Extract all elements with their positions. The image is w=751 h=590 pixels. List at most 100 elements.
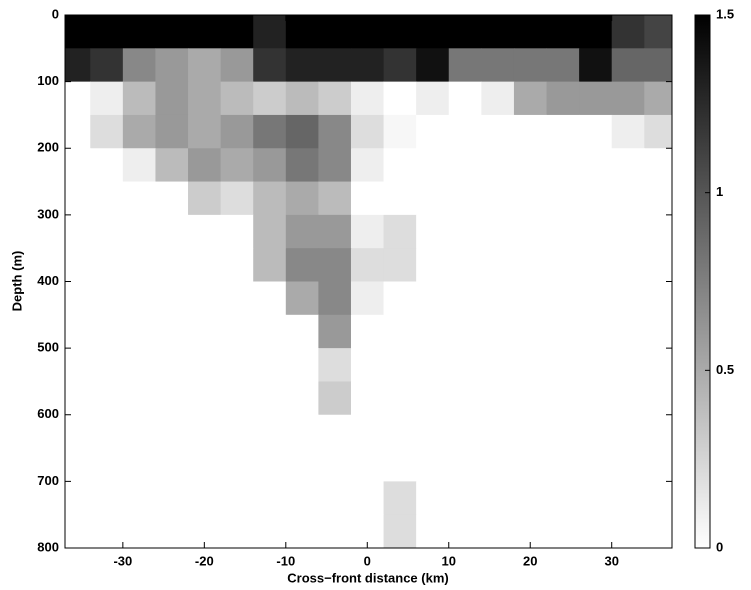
heat-cell [416, 514, 450, 548]
heat-cell [253, 248, 287, 282]
y-tick-label: 0 [52, 6, 59, 21]
heat-cell [644, 281, 672, 316]
heat-cell [122, 15, 156, 49]
heat-cell [350, 248, 385, 282]
heat-cell [611, 15, 645, 49]
heat-cell [513, 114, 548, 149]
heat-cell [611, 281, 645, 316]
heat-cell [122, 181, 156, 216]
heat-cell [383, 348, 417, 382]
heat-cell [546, 48, 580, 83]
heat-cell [318, 381, 352, 416]
heat-cell [416, 481, 450, 516]
heat-cell [481, 15, 515, 49]
heat-cell [546, 314, 580, 349]
heat-cell [90, 281, 124, 316]
heat-cell [155, 15, 189, 49]
y-tick-label: 600 [37, 406, 59, 421]
heat-cell [350, 414, 385, 449]
heat-cell [122, 281, 156, 316]
heat-cell [644, 514, 672, 548]
heat-cell [253, 514, 287, 548]
heat-cell [513, 181, 548, 216]
heat-cell [220, 81, 254, 116]
heat-cell [448, 248, 482, 282]
heat-cell [253, 481, 287, 516]
heat-cell [644, 48, 672, 83]
heat-cell [220, 414, 254, 449]
heat-cell [90, 448, 124, 482]
x-tick-label: -30 [113, 553, 132, 568]
heat-cell [65, 348, 91, 382]
heat-cell [285, 448, 319, 482]
heat-cell [611, 481, 645, 516]
heat-cell [448, 81, 482, 116]
heat-cell [253, 414, 287, 449]
heat-cell [253, 281, 287, 316]
heat-cell [513, 414, 548, 449]
heat-cell [513, 48, 548, 83]
heat-cell [220, 48, 254, 83]
heat-cell [90, 381, 124, 416]
heat-cell [383, 81, 417, 116]
heat-cell [481, 514, 515, 548]
heat-cell [155, 181, 189, 216]
heat-cell [122, 48, 156, 83]
heat-cell [188, 214, 222, 249]
heat-cell [65, 114, 91, 149]
heat-cell [122, 481, 156, 516]
heat-cell [318, 48, 352, 83]
heat-cell [253, 314, 287, 349]
colorbar-tick-label: 0 [716, 539, 723, 554]
heat-cell [448, 114, 482, 149]
heat-cell [155, 314, 189, 349]
heat-cell [318, 214, 352, 249]
heat-cell [611, 148, 645, 183]
heat-cell [579, 114, 613, 149]
heat-cell [611, 81, 645, 116]
heat-cell [318, 314, 352, 349]
heat-cell [383, 181, 417, 216]
heat-cell [65, 414, 91, 449]
heat-cell [318, 181, 352, 216]
heat-cell [513, 81, 548, 116]
heat-cell [253, 114, 287, 149]
heat-cell [318, 281, 352, 316]
heat-cell [383, 281, 417, 316]
heat-cell [383, 381, 417, 416]
heat-cell [383, 514, 417, 548]
heat-cell [188, 314, 222, 349]
heat-cell [253, 214, 287, 249]
heat-cell [546, 248, 580, 282]
heat-cell [318, 15, 352, 49]
heat-cell [513, 248, 548, 282]
heat-cell [611, 214, 645, 249]
heat-cell [350, 114, 385, 149]
heat-cell [285, 314, 319, 349]
heat-cell [481, 414, 515, 449]
x-tick-label: 0 [364, 553, 371, 568]
heat-cell [448, 348, 482, 382]
heat-cell [285, 214, 319, 249]
heat-cell [448, 214, 482, 249]
heat-cell [579, 481, 613, 516]
heat-cell [579, 448, 613, 482]
heat-cell [546, 448, 580, 482]
heat-cell [285, 15, 319, 49]
heat-cell [416, 148, 450, 183]
heat-cell [350, 214, 385, 249]
heat-cell [220, 314, 254, 349]
heat-cell [285, 414, 319, 449]
heat-cell [65, 48, 91, 83]
heat-cell [579, 181, 613, 216]
heatmap [65, 15, 672, 548]
heat-cell [448, 48, 482, 83]
heat-cell [90, 48, 124, 83]
heat-cell [350, 314, 385, 349]
heat-cell [546, 348, 580, 382]
heat-cell [65, 148, 91, 183]
heat-cell [481, 281, 515, 316]
heat-cell [416, 181, 450, 216]
heat-cell [122, 381, 156, 416]
heat-cell [546, 481, 580, 516]
